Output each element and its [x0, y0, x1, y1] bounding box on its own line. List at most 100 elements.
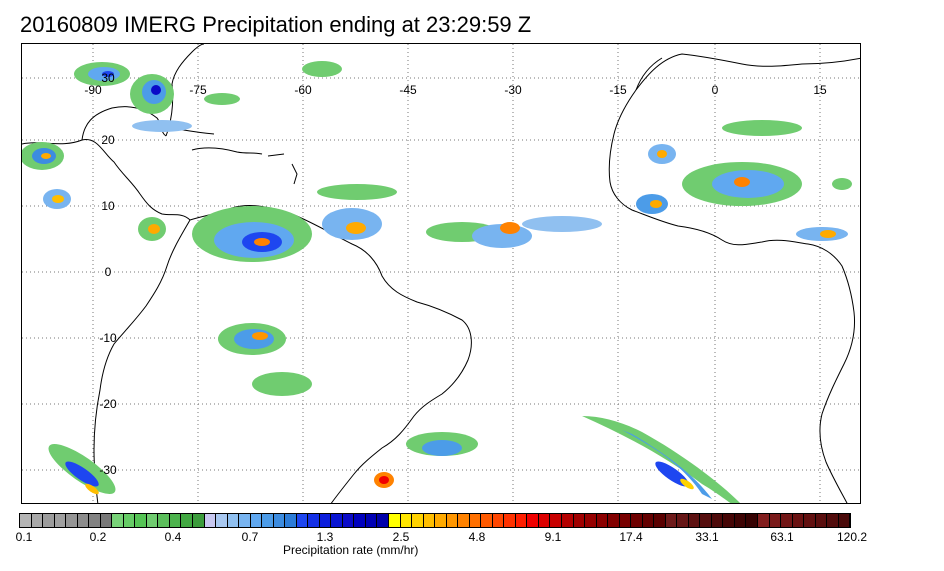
colorbar-swatch [527, 514, 539, 527]
colorbar-swatch [665, 514, 678, 527]
precipitation-map: -90 -75 -60 -45 -30 -15 0 15 30 20 10 0 … [21, 43, 861, 504]
colorbar-swatch [123, 514, 136, 527]
colorbar-label: 0.1 [15, 530, 33, 544]
colorbar-swatch [308, 514, 320, 527]
colorbar-swatch [596, 514, 609, 527]
precipitation-cells [22, 61, 852, 503]
map-canvas: -90 -75 -60 -45 -30 -15 0 15 30 20 10 0 … [22, 44, 860, 503]
lon-label: -45 [399, 83, 417, 97]
colorbar-swatch [515, 514, 528, 527]
colorbar-swatch [827, 514, 839, 527]
colorbar-swatch [262, 514, 274, 527]
lon-label: -60 [294, 83, 312, 97]
colorbar-label: 0.4 [164, 530, 182, 544]
colorbar-label: 120.2 [836, 530, 868, 544]
lat-label: 30 [101, 71, 115, 85]
colorbar-swatch [481, 514, 493, 527]
colorbar-swatch [608, 514, 620, 527]
colorbar-swatch [504, 514, 516, 527]
colorbar-swatch [550, 514, 562, 527]
colorbar-swatch [319, 514, 332, 527]
lat-label: -20 [99, 397, 117, 411]
colorbar-swatch [365, 514, 378, 527]
colorbar-swatch [331, 514, 343, 527]
colorbar-label: 0.2 [89, 530, 107, 544]
colorbar-swatch [677, 514, 689, 527]
colorbar-label: 0.7 [241, 530, 259, 544]
colorbar-swatch [838, 514, 851, 527]
colorbar-swatch [273, 514, 286, 527]
precipitation-colorbar [19, 513, 852, 528]
colorbar-swatch [619, 514, 632, 527]
colorbar-swatch [700, 514, 712, 527]
colorbar-swatch [112, 514, 124, 527]
colorbar-swatch [573, 514, 586, 527]
lat-label: 20 [101, 133, 115, 147]
colorbar-swatch [158, 514, 170, 527]
lon-label: 15 [813, 83, 827, 97]
colorbar-swatch [54, 514, 67, 527]
colorbar-swatch [227, 514, 240, 527]
colorbar-swatch [204, 514, 217, 527]
colorbar-swatch [469, 514, 482, 527]
colorbar-swatch [769, 514, 782, 527]
colorbar-swatch [20, 514, 32, 527]
lon-label: -75 [189, 83, 207, 97]
colorbar-swatch [734, 514, 747, 527]
colorbar-label: 1.3 [316, 530, 334, 544]
map-title: 20160809 IMERG Precipitation ending at 2… [20, 12, 532, 37]
colorbar-label: 17.4 [619, 530, 643, 544]
precip-cluster-south-atlantic [48, 416, 741, 503]
colorbar-swatch [342, 514, 355, 527]
colorbar-swatch [135, 514, 147, 527]
colorbar-swatch [781, 514, 793, 527]
colorbar-swatch [400, 514, 413, 527]
colorbar-swatch [758, 514, 770, 527]
colorbar-swatch [169, 514, 182, 527]
colorbar-swatch [100, 514, 113, 527]
colorbar-swatch [43, 514, 55, 527]
latitude-labels: 30 20 10 0 -10 -20 -30 [99, 71, 117, 477]
colorbar-title: Precipitation rate (mm/hr) [283, 543, 419, 557]
lat-label: 10 [101, 199, 115, 213]
colorbar-swatch [192, 514, 205, 527]
colorbar-swatch [66, 514, 78, 527]
precip-cluster-africa [636, 120, 852, 241]
lat-label: -10 [99, 331, 117, 345]
precip-cluster-amazon [138, 206, 382, 396]
precip-cluster-gulf [22, 61, 342, 209]
colorbar-swatch [89, 514, 101, 527]
colorbar-swatch [216, 514, 228, 527]
lon-label: 0 [712, 83, 719, 97]
colorbar-swatch [146, 514, 159, 527]
colorbar-swatch [815, 514, 828, 527]
colorbar-swatch [746, 514, 758, 527]
colorbar-swatch [585, 514, 597, 527]
colorbar-label: 33.1 [695, 530, 719, 544]
lon-label: -90 [84, 83, 102, 97]
colorbar-label: 63.1 [770, 530, 794, 544]
colorbar-swatch [423, 514, 436, 527]
colorbar-swatch [804, 514, 816, 527]
colorbar-swatch [792, 514, 805, 527]
colorbar-swatch [642, 514, 655, 527]
colorbar-swatch [458, 514, 470, 527]
colorbar-swatch [389, 514, 401, 527]
lon-label: -30 [504, 83, 522, 97]
colorbar-swatch [435, 514, 447, 527]
lat-label: 0 [105, 265, 112, 279]
colorbar-swatch [296, 514, 309, 527]
colorbar-swatch [250, 514, 263, 527]
colorbar-swatch [631, 514, 643, 527]
colorbar-label: 4.8 [468, 530, 486, 544]
colorbar-swatch [285, 514, 297, 527]
longitude-labels: -90 -75 -60 -45 -30 -15 0 15 [84, 83, 827, 97]
lat-label: -30 [99, 463, 117, 477]
colorbar-swatch [412, 514, 424, 527]
colorbar-swatch [711, 514, 724, 527]
precip-cluster-itcz [317, 184, 602, 248]
colorbar-swatch [239, 514, 251, 527]
colorbar-label: 9.1 [544, 530, 562, 544]
lon-label: -15 [609, 83, 627, 97]
colorbar-swatch [354, 514, 366, 527]
